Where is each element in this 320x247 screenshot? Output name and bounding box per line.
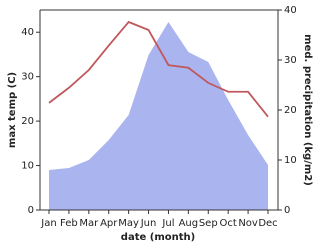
x-tick-label: Oct — [220, 218, 237, 229]
y2-tick-label: 10 — [284, 155, 297, 166]
y2-tick-label: 20 — [284, 105, 297, 116]
x-tick-label: Jan — [40, 218, 56, 229]
y-tick-label: 40 — [21, 27, 34, 38]
y-tick-label: 0 — [28, 205, 34, 216]
x-tick-label: Sep — [199, 218, 218, 229]
x-tick-label: May — [118, 218, 139, 229]
y2-tick-label: 30 — [284, 55, 297, 66]
y2-tick-label: 0 — [284, 205, 290, 216]
x-tick-label: Feb — [60, 218, 78, 229]
x-tick-label: Nov — [238, 218, 258, 229]
y-tick-label: 20 — [21, 116, 34, 127]
x-tick-label: Dec — [258, 218, 277, 229]
x-axis-label: date (month) — [121, 232, 195, 243]
y-tick-label: 30 — [21, 72, 34, 83]
x-tick-label: Jun — [140, 218, 157, 229]
x-tick-label: Apr — [100, 218, 118, 229]
temperature-line — [48, 20, 269, 118]
precipitation-area — [49, 22, 268, 210]
x-tick-label: Jul — [161, 218, 174, 229]
y2-axis-label: med. precipitation (kg/m2) — [302, 34, 313, 186]
y2-tick-label: 40 — [284, 5, 297, 16]
y-tick-label: 10 — [21, 161, 34, 172]
x-tick-label: Aug — [179, 218, 199, 229]
y-axis-label: max temp (C) — [7, 72, 18, 148]
x-tick-label: Mar — [79, 218, 99, 229]
